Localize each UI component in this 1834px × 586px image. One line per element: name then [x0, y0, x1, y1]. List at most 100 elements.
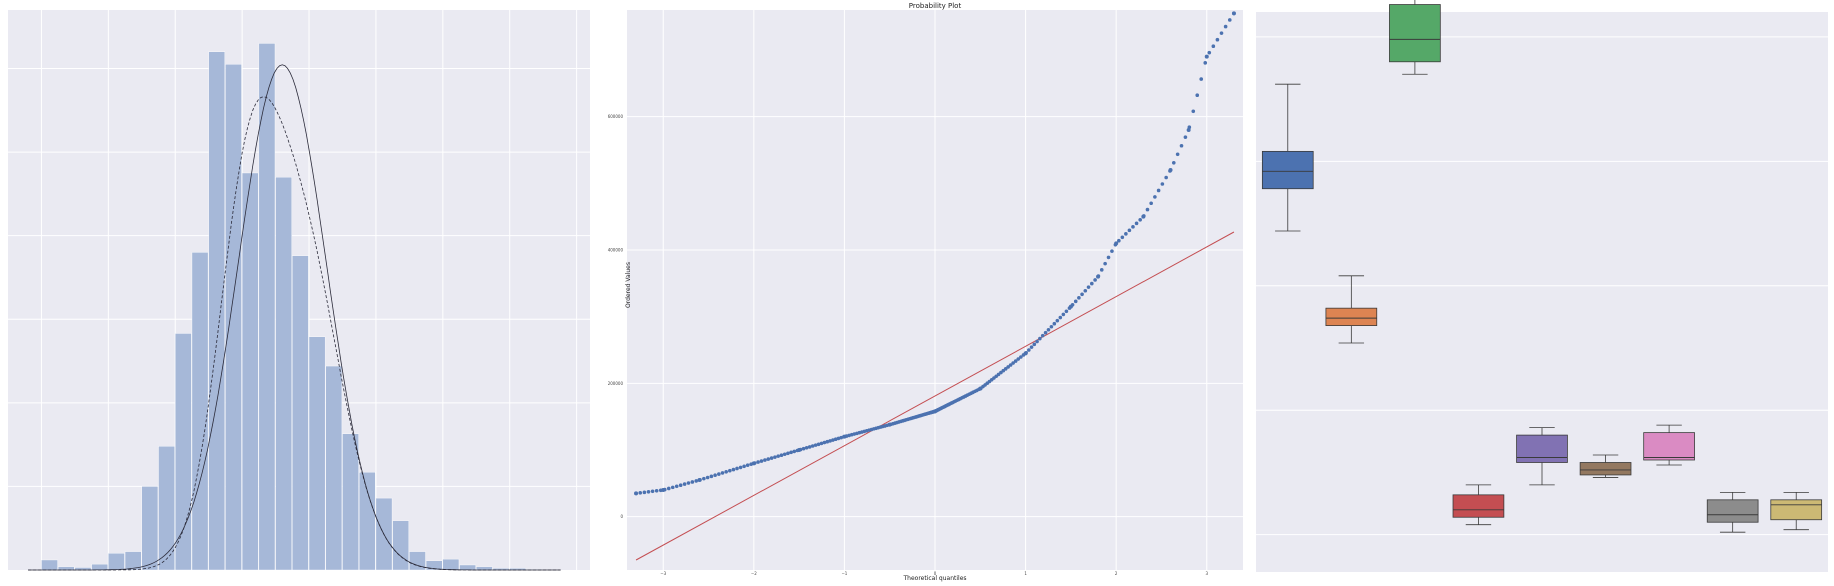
histogram-bar — [359, 472, 376, 571]
probability-plot-point — [786, 451, 790, 456]
probability-plot-point — [670, 485, 675, 490]
probability-plot-point — [1032, 342, 1037, 347]
probability-plot-point — [831, 438, 835, 442]
probability-plot-point — [776, 454, 780, 458]
probability-plot-point — [690, 480, 695, 484]
probability-plot-point — [1153, 195, 1157, 199]
probability-plot-point — [1203, 61, 1208, 65]
probability-plot-point — [709, 474, 714, 479]
probability-plot-xtick-label: −1 — [841, 571, 847, 576]
probability-plot-point — [1006, 365, 1010, 369]
probability-plot-point — [650, 489, 655, 494]
probability-plot-point — [836, 436, 841, 441]
probability-plot-fit-line — [635, 231, 1235, 561]
probability-plot-point — [1219, 31, 1224, 35]
probability-plot-point — [763, 458, 767, 462]
probability-plot-point — [1003, 367, 1008, 371]
probability-plot-point — [1141, 214, 1146, 219]
probability-plot-point — [717, 472, 721, 476]
histogram-bar — [91, 563, 108, 571]
probability-plot-point — [766, 457, 771, 461]
probability-plot-point — [1110, 249, 1114, 253]
probability-plot-point — [1093, 278, 1097, 282]
probability-plot-point — [1191, 109, 1196, 114]
box-body — [1579, 462, 1632, 476]
probability-plot-point — [697, 478, 702, 482]
probability-plot-point — [1204, 54, 1209, 59]
probability-plot-point — [1160, 182, 1165, 186]
probability-plot-ytick-label: 0 — [620, 514, 623, 519]
probability-plot-point — [1195, 93, 1200, 98]
probability-plot-point — [1096, 274, 1101, 279]
probability-plot-point — [1016, 357, 1021, 361]
probability-plot-panel: −3 −2 −1 0 1 2 3 0 200000 400000 600000 Probabilit… — [608, 2, 1243, 582]
probability-plot-point — [1027, 348, 1031, 352]
histogram-bar — [442, 558, 460, 571]
probability-plot-point — [978, 386, 983, 391]
probability-plot-point — [745, 463, 750, 468]
histogram-curves — [28, 64, 561, 571]
histogram-bar — [158, 446, 175, 571]
box-body — [1706, 499, 1759, 523]
probability-plot-point — [1103, 261, 1107, 266]
probability-plot-point — [674, 484, 679, 489]
probability-plot-point — [638, 491, 643, 495]
probability-plot-point — [773, 455, 777, 459]
probability-plot-point — [782, 452, 787, 457]
probability-plot-ytick-label: 600000 — [608, 114, 624, 119]
probability-plot-point — [661, 488, 666, 492]
probability-plot-point — [1083, 288, 1088, 293]
probability-plot-point — [1164, 175, 1168, 180]
probability-plot-point — [1052, 321, 1057, 326]
probability-plot-point — [731, 467, 736, 472]
probability-plot-point — [1068, 304, 1073, 309]
probability-plot-point — [705, 475, 710, 480]
probability-plot-point — [1001, 368, 1006, 373]
probability-plot-point — [825, 439, 830, 444]
kde-curve — [28, 96, 561, 571]
probability-plot-point — [801, 446, 806, 451]
box-body — [1261, 150, 1314, 190]
probability-plot-point — [756, 460, 760, 464]
probability-plot-point — [1124, 232, 1128, 236]
probability-plot-point — [728, 468, 732, 473]
probability-plot-point — [1149, 201, 1153, 206]
probability-plot-point — [1106, 255, 1111, 260]
probability-plot-point — [1013, 359, 1018, 363]
probability-plot-point — [682, 482, 687, 486]
probability-plot-point — [1207, 50, 1212, 55]
histogram-bar — [57, 566, 75, 571]
probability-plot-point — [1183, 135, 1188, 139]
probability-plot-point — [1064, 309, 1069, 314]
probability-plot-ticks: −3 −2 −1 0 1 2 3 0 200000 400000 600000 — [608, 114, 1209, 576]
histogram-bar — [108, 553, 125, 571]
histogram-bar — [308, 336, 326, 571]
probability-plot-point — [1043, 330, 1048, 335]
histogram-bar — [208, 51, 226, 571]
probability-plot-point — [779, 453, 784, 457]
probability-plot-point — [1145, 207, 1150, 212]
probability-plot-point — [678, 483, 683, 487]
box-body — [1516, 434, 1568, 463]
probability-plot-point — [887, 422, 892, 427]
probability-plot-point — [694, 479, 699, 483]
probability-plot-point — [686, 481, 691, 485]
histogram-bar — [191, 252, 209, 571]
probability-plot-point — [1058, 315, 1063, 320]
probability-plot-point — [1049, 324, 1054, 329]
histogram-bar — [241, 172, 259, 571]
probability-plot-point — [1019, 355, 1023, 359]
histogram-bar — [275, 176, 292, 571]
histogram-panel — [8, 10, 590, 571]
probability-plot-point — [1215, 37, 1220, 42]
probability-plot-point — [634, 491, 639, 496]
probability-plot-point — [1231, 11, 1236, 16]
probability-plot-point — [1138, 217, 1142, 222]
probability-plot-point — [816, 442, 821, 447]
probability-plot-point — [1080, 292, 1084, 297]
probability-plot-xtick-label: 3 — [1205, 571, 1208, 576]
probability-plot-point — [1199, 77, 1204, 81]
box-body — [1643, 432, 1695, 461]
probability-plot-point — [1055, 318, 1060, 323]
